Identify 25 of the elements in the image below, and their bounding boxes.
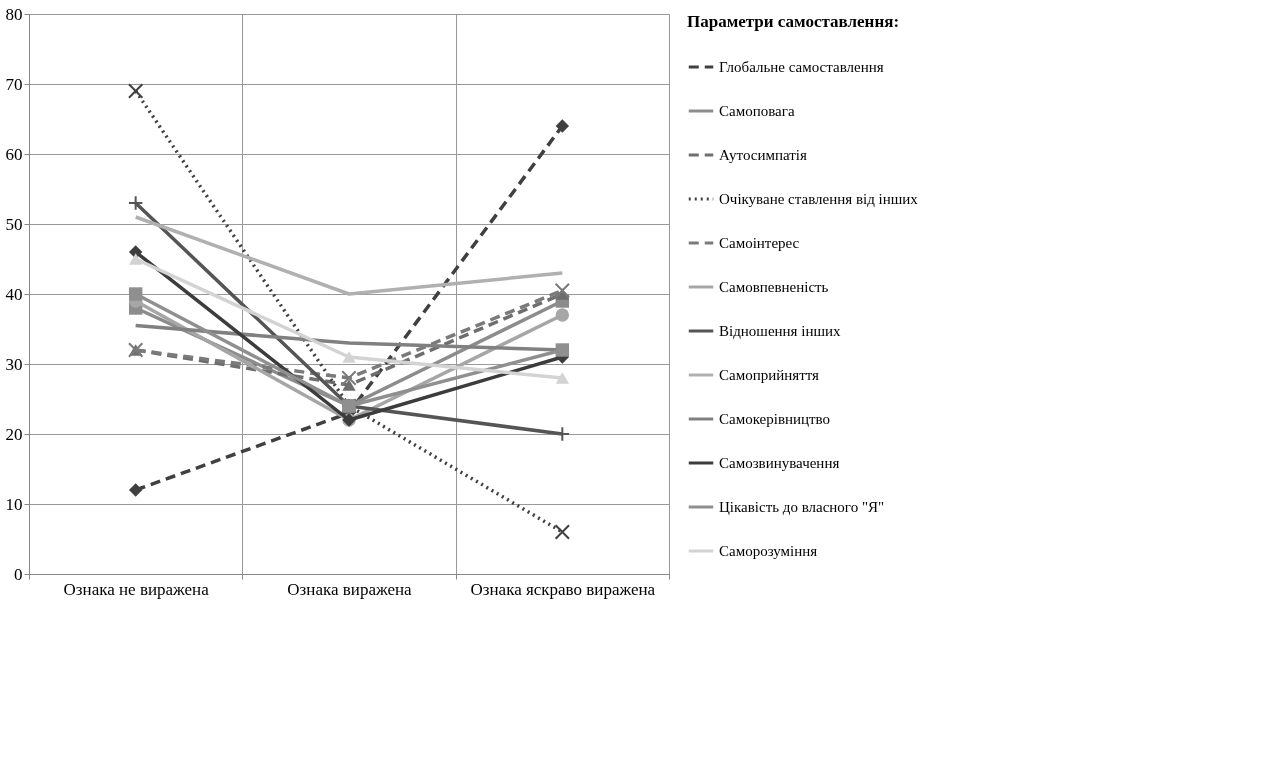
y-tick-label: 30	[5, 354, 23, 374]
y-tick-label: 20	[5, 424, 23, 444]
legend-label: Глобальне самоставлення	[719, 59, 884, 75]
legend-label: Цікавість до власного "Я"	[719, 499, 885, 515]
y-tick-label: 10	[5, 494, 23, 514]
y-tick-label: 50	[5, 214, 23, 234]
legend-title: Параметри самоставлення:	[687, 12, 900, 31]
x-tick-label: Ознака не виражена	[63, 579, 210, 599]
legend-label: Аутосимпатія	[719, 147, 808, 163]
legend-label: Самоприйняття	[719, 367, 820, 383]
legend-label: Самокерівництво	[719, 411, 831, 427]
legend-label: Самовпевненість	[719, 279, 829, 295]
legend-label: Очікуване ставлення від інших	[719, 191, 919, 207]
x-tick-label: Ознака яскраво виражена	[470, 579, 656, 599]
legend-label: Самозвинувачення	[719, 455, 840, 471]
y-tick-label: 60	[5, 144, 23, 164]
legend-label: Саморозуміння	[719, 543, 818, 559]
y-tick-label: 0	[14, 564, 23, 584]
y-tick-label: 40	[5, 284, 23, 304]
legend-label: Відношення інших	[719, 323, 842, 339]
y-tick-label: 70	[5, 74, 23, 94]
legend-label: Самоінтерес	[719, 235, 800, 251]
legend-label: Самоповага	[719, 103, 795, 119]
y-tick-label: 80	[5, 4, 23, 24]
x-tick-label: Ознака виражена	[287, 579, 413, 599]
